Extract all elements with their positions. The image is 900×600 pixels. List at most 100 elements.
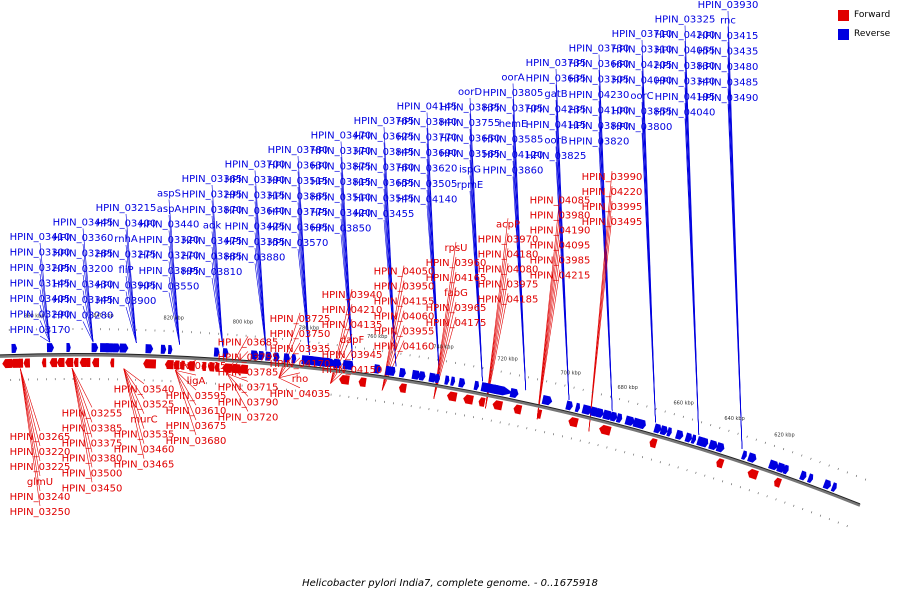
reverse-gene-label: HPIN_03760 <box>354 163 415 174</box>
leader-line <box>39 335 51 343</box>
reverse-gene-label: HPIN_03805 <box>483 88 544 99</box>
leader-line <box>278 372 301 379</box>
leader-line <box>71 367 93 423</box>
forward-gene-label: HPIN_03375 <box>62 438 123 449</box>
forward-gene-label: HPIN_03460 <box>114 445 175 456</box>
forward-gene-label: HPIN_03975 <box>478 279 539 290</box>
reverse-gene-label: HPIN_03625 <box>354 132 415 143</box>
reverse-gene-arrow <box>250 350 259 360</box>
leader-line <box>125 306 137 343</box>
reverse-gene-label: HPIN_03470 <box>311 131 372 142</box>
leader-line <box>485 218 509 409</box>
track-mark <box>766 495 768 498</box>
track-mark <box>737 432 739 435</box>
reverse-gene-label: HPIN_03475 <box>182 236 243 247</box>
forward-gene-label: HPIN_03680 <box>166 436 227 447</box>
forward-gene-label: HPIN_03985 <box>530 256 591 267</box>
reverse-gene-label: HPIN_03440 <box>139 220 200 231</box>
reverse-gene-arrow <box>167 345 173 355</box>
legend-forward-label: Forward <box>854 10 891 20</box>
reverse-gene-label: aspS <box>157 189 181 200</box>
forward-gene-label: HPIN_03595 <box>166 391 227 402</box>
track-mark <box>782 448 785 451</box>
reverse-gene-label: HPIN_03305 <box>569 75 630 86</box>
reverse-gene-arrow <box>776 462 786 473</box>
track-mark <box>650 458 652 461</box>
leader-line <box>82 305 94 343</box>
reverse-gene-arrow <box>450 376 456 386</box>
forward-gene-label: HPIN_03715 <box>218 382 279 393</box>
reverse-gene-arrow <box>473 380 480 391</box>
reverse-gene-label: HPIN_03735 <box>526 58 587 69</box>
leader-line <box>175 370 197 391</box>
leader-line <box>39 304 51 343</box>
forward-gene-arrow <box>537 409 543 419</box>
reverse-gene-arrow <box>768 459 779 471</box>
reverse-gene-label: HPIN_04195 <box>655 92 716 103</box>
reverse-gene-label: HPIN_03690 <box>397 148 458 159</box>
reverse-gene-label: HPIN_04100 <box>569 106 630 117</box>
forward-gene-arrow <box>17 358 24 368</box>
forward-gene-arrow <box>649 438 658 449</box>
reverse-gene-label: HPIN_03170 <box>10 325 71 336</box>
leader-line <box>641 132 656 423</box>
leader-line <box>123 368 145 399</box>
reverse-gene-arrow <box>66 343 71 353</box>
track-mark <box>746 435 748 438</box>
scale-tick-label: 780 kbp <box>299 326 319 332</box>
reverse-gene-label: HPIN_03845 <box>354 147 415 158</box>
reverse-gene-label: HPIN_03620 <box>397 164 458 175</box>
track-mark <box>710 424 712 427</box>
genome-backbone-edge <box>0 353 861 505</box>
reverse-gene-arrow <box>741 450 747 460</box>
leader-line <box>426 205 440 374</box>
forward-gene-arrow <box>238 364 249 375</box>
reverse-gene-arrow <box>373 364 382 374</box>
leader-line <box>82 243 94 343</box>
reverse-gene-label: HPIN_03285 <box>53 249 114 260</box>
leader-line <box>512 176 527 391</box>
legend-reverse-label: Reverse <box>854 29 891 39</box>
forward-gene-arrow <box>358 377 367 388</box>
reverse-gene-label: HPIN_03770 <box>397 133 458 144</box>
reverse-swatch <box>838 28 849 40</box>
reverse-gene-arrow <box>541 395 553 406</box>
track-mark <box>668 463 670 466</box>
track-mark <box>641 456 644 459</box>
reverse-gene-label: HPIN_03325 <box>655 15 716 26</box>
track-mark <box>755 438 757 441</box>
leader-line <box>469 190 483 382</box>
leader-line <box>20 368 41 492</box>
leader-line <box>168 292 180 345</box>
forward-gene-label: HPIN_03795 <box>218 352 279 363</box>
forward-gene-arrow <box>339 374 350 385</box>
reverse-gene-arrow <box>624 415 635 426</box>
track-mark <box>677 466 679 469</box>
track-mark <box>810 511 813 514</box>
scale-tick-label: 680 kbp <box>618 385 638 391</box>
leader-line <box>226 373 249 382</box>
forward-gene-label: HPIN_03500 <box>62 468 123 479</box>
leader-line <box>39 273 51 343</box>
reverse-gene-label: HPIN_03300 <box>10 248 71 259</box>
reverse-gene-label: HPIN_03755 <box>440 118 501 129</box>
track-mark <box>719 426 721 429</box>
leader-line <box>211 246 224 348</box>
track-mark <box>730 483 733 486</box>
forward-gene-arrow <box>92 358 100 368</box>
reverse-gene-label: HPIN_04055 <box>655 46 716 57</box>
reverse-gene-arrow <box>581 404 593 415</box>
leader-line <box>20 368 41 462</box>
forward-gene-label: HPIN_04210 <box>322 305 383 316</box>
reverse-gene-label: HPIN_03445 <box>53 218 114 229</box>
reverse-gene-label: HPIN_03890 <box>569 121 630 132</box>
reverse-gene-arrow <box>145 344 154 354</box>
forward-gene-label: HPIN_03495 <box>582 217 643 228</box>
reverse-gene-label: HPIN_04090 <box>612 76 673 87</box>
reverse-gene-arrow <box>265 351 272 361</box>
forward-gene-label: murC <box>130 415 157 426</box>
leader-line <box>588 215 613 432</box>
track-mark <box>828 518 831 521</box>
